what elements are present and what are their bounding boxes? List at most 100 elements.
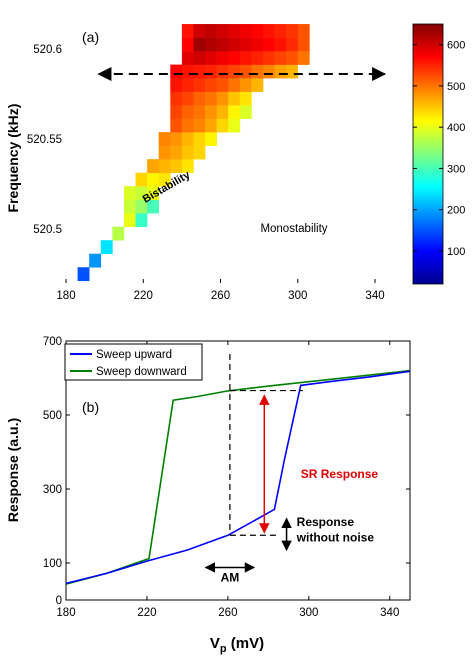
panel-a-ytick-label: 520.55 bbox=[27, 134, 62, 146]
heatmap-cell bbox=[228, 51, 241, 65]
panel-a: 180 220 260 300 340 520.5 520.55 520.6 (a) Freq… bbox=[5, 23, 465, 302]
panel-b-ytick-label: 100 bbox=[43, 558, 62, 570]
heatmap-cell bbox=[181, 91, 194, 106]
heatmap-cell bbox=[89, 253, 102, 268]
heatmap-cell bbox=[216, 24, 229, 38]
heatmap-cell bbox=[181, 78, 194, 92]
heatmap-cell bbox=[251, 78, 264, 92]
heatmap-cell bbox=[228, 24, 241, 38]
colorbar-tick-label: 600 bbox=[447, 40, 465, 52]
heatmap-cell bbox=[193, 24, 206, 38]
heatmap-cell bbox=[193, 145, 206, 160]
heatmap-cell bbox=[251, 51, 264, 65]
colorbar-tick-label: 300 bbox=[447, 163, 465, 175]
heatmap-cell bbox=[251, 64, 264, 79]
heatmap-cell bbox=[193, 132, 206, 146]
heatmap-cell bbox=[205, 24, 217, 38]
heatmap-cell bbox=[263, 64, 275, 79]
heatmap-cell bbox=[205, 91, 217, 106]
heatmap-cell bbox=[286, 24, 299, 38]
heatmap-cell bbox=[181, 118, 194, 133]
heatmap-cell bbox=[158, 172, 171, 187]
heatmap-cell bbox=[135, 172, 148, 187]
series-line-downward bbox=[65, 369, 411, 585]
colorbar-tick-label: 100 bbox=[447, 246, 465, 258]
heatmap-cell bbox=[205, 37, 217, 52]
panel-a-ytick-label: 520.5 bbox=[33, 224, 62, 236]
heatmap-cell bbox=[181, 64, 194, 79]
heatmap-cell bbox=[135, 213, 148, 228]
panel-a-label: (a) bbox=[82, 29, 99, 45]
heatmap-cell bbox=[286, 64, 299, 79]
heatmap-cell bbox=[158, 132, 171, 146]
legend-label-downward: Sweep downward bbox=[96, 366, 187, 378]
panel-b-xtick-label: 340 bbox=[380, 607, 399, 619]
heatmap-cell bbox=[228, 37, 241, 52]
heatmap-cell bbox=[297, 24, 310, 38]
heatmap-cell bbox=[181, 132, 194, 146]
legend: Sweep upward Sweep downward bbox=[64, 343, 203, 381]
heatmap-cell bbox=[147, 199, 160, 214]
heatmap-cell bbox=[181, 24, 194, 38]
heatmap-cell bbox=[239, 64, 252, 79]
heatmap-cell bbox=[239, 78, 252, 92]
heatmap-cell bbox=[297, 37, 310, 52]
heatmap-cell bbox=[181, 51, 194, 65]
heatmap-cell bbox=[181, 145, 194, 160]
panel-a-ylabel: Frequency (kHz) bbox=[5, 104, 21, 213]
heatmap-cell bbox=[263, 37, 275, 52]
heatmap-cell bbox=[239, 51, 252, 65]
panel-b-ticks: 180 220 260 300 340 0 100 300 500 700 bbox=[43, 336, 411, 619]
heatmap-cell bbox=[170, 145, 183, 160]
heatmap-cell bbox=[205, 132, 217, 146]
heatmap-cell bbox=[147, 172, 160, 187]
heatmap-cell bbox=[100, 240, 113, 255]
panel-b-axes-box bbox=[65, 340, 411, 601]
heatmap-cell bbox=[205, 78, 217, 92]
heatmap-cell bbox=[216, 37, 229, 52]
heatmap-cell bbox=[135, 199, 148, 214]
heatmap-cell bbox=[205, 105, 217, 119]
heatmap-cell bbox=[263, 51, 275, 65]
panel-b-xtick-label: 260 bbox=[218, 607, 237, 619]
heatmap-cell bbox=[216, 105, 229, 119]
heatmap-cell bbox=[181, 159, 194, 173]
heatmap-cell bbox=[274, 24, 287, 38]
panel-b-ytick-label: 300 bbox=[43, 484, 62, 496]
panel-b-label: (b) bbox=[82, 399, 99, 415]
heatmap-cell bbox=[181, 105, 194, 119]
heatmap-cell bbox=[228, 64, 241, 79]
colorbar-gradient bbox=[412, 23, 444, 285]
heatmap-cell bbox=[205, 118, 217, 133]
colorbar: 100 200 300 400 500 600 bbox=[412, 23, 465, 285]
heatmap-cell bbox=[193, 118, 206, 133]
heatmap-cell bbox=[274, 37, 287, 52]
heatmap-cell bbox=[274, 64, 287, 79]
panel-b-ytick-label: 700 bbox=[43, 336, 62, 348]
heatmap-cell bbox=[123, 213, 136, 228]
heatmap-cell bbox=[239, 91, 252, 106]
heatmap-cell bbox=[286, 37, 299, 52]
heatmap-cell bbox=[170, 105, 183, 119]
heatmap-cell bbox=[170, 78, 183, 92]
heatmap-cell bbox=[216, 51, 229, 65]
heatmap-cell bbox=[239, 24, 252, 38]
heatmap-cell bbox=[181, 37, 194, 52]
heatmap-cell bbox=[216, 118, 229, 133]
heatmap-cell bbox=[216, 78, 229, 92]
heatmap-cell bbox=[274, 51, 287, 65]
heatmap-cell bbox=[158, 145, 171, 160]
panel-a-xtick-label: 180 bbox=[56, 290, 75, 302]
noise-response-label: without noise bbox=[296, 531, 375, 545]
heatmap-cell bbox=[205, 64, 217, 79]
heatmap-cell bbox=[228, 91, 241, 106]
heatmap-cell bbox=[297, 51, 310, 65]
heatmap-cell bbox=[123, 186, 136, 200]
heatmap-cell bbox=[193, 51, 206, 65]
noise-response-label: Response bbox=[297, 515, 355, 529]
panel-a-xtick-label: 340 bbox=[365, 290, 384, 302]
panel-b-xtick-label: 300 bbox=[299, 607, 318, 619]
heatmap-cell bbox=[123, 199, 136, 214]
heatmap-cell bbox=[193, 37, 206, 52]
heatmap-cell bbox=[251, 37, 264, 52]
